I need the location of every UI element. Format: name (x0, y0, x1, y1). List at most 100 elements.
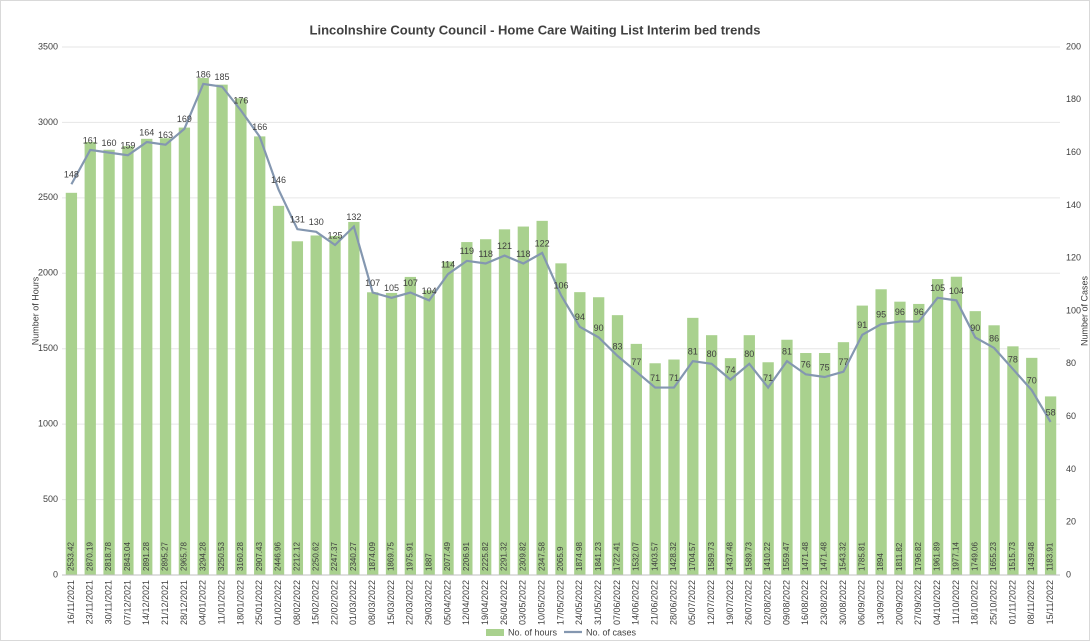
line-value-label: 122 (535, 238, 550, 248)
y-tick-label: 500 (43, 494, 58, 504)
bar (517, 226, 529, 575)
x-tick-label: 12/04/2022 (461, 580, 471, 625)
bar (197, 78, 209, 575)
line-value-label: 186 (196, 69, 211, 79)
line-value-label: 58 (1046, 407, 1056, 417)
bar (969, 311, 981, 575)
bar (461, 242, 473, 575)
bar (931, 279, 944, 575)
bar (103, 149, 115, 575)
x-tick-label: 07/12/2021 (122, 580, 132, 625)
bar-value-label: 2870.19 (85, 542, 94, 571)
bar (630, 343, 642, 575)
line-value-label: 118 (516, 249, 530, 259)
bar (1026, 357, 1038, 575)
x-tick-label: 26/07/2022 (744, 580, 754, 625)
bar (988, 325, 1000, 575)
line-value-label: 161 (83, 135, 98, 145)
bar (348, 221, 360, 575)
bar (254, 136, 266, 575)
line-value-label: 76 (801, 360, 811, 370)
bar-value-label: 2907.43 (255, 542, 264, 571)
bar-value-label: 2309.82 (518, 542, 527, 571)
x-tick-label: 01/11/2022 (1007, 580, 1017, 624)
bar (1007, 346, 1019, 575)
bar-value-label: 2843.04 (123, 542, 132, 571)
line-value-label: 107 (403, 278, 418, 288)
x-tick-label: 11/10/2022 (951, 580, 961, 624)
line-value-label: 70 (1027, 376, 1037, 386)
bar (536, 220, 548, 576)
bar-value-label: 1428.32 (669, 542, 678, 571)
bar (555, 263, 567, 575)
bar-value-label: 1437.48 (726, 542, 735, 571)
line-value-label: 86 (989, 333, 999, 343)
bar-value-label: 1543.32 (839, 542, 848, 571)
bar-value-label: 1655.23 (989, 542, 998, 571)
bar-value-label: 2247.37 (330, 542, 339, 571)
y2-tick-label: 100 (1066, 305, 1081, 315)
chart-title: Lincolnshire County Council - Home Care … (310, 22, 761, 37)
line-value-label: 119 (460, 246, 474, 256)
bar (687, 317, 699, 575)
bar (272, 205, 285, 575)
line-value-label: 90 (970, 323, 980, 333)
line-value-label: 80 (744, 349, 754, 359)
line-value-label: 91 (857, 320, 867, 330)
bar (649, 363, 661, 575)
bar-value-label: 1796.82 (914, 542, 923, 571)
line-value-label: 104 (422, 286, 437, 296)
bar-value-label: 3250.53 (217, 542, 226, 571)
line (70, 82, 1052, 423)
line-value-label: 130 (309, 217, 324, 227)
x-tick-label: 28/06/2022 (668, 580, 678, 625)
x-tick-label: 12/07/2022 (706, 580, 716, 625)
line-value-label: 105 (930, 283, 945, 293)
bar-value-label: 1841.23 (594, 542, 603, 571)
line-value-label: 95 (876, 310, 886, 320)
bar-value-label: 2891.28 (142, 542, 151, 571)
bar (141, 138, 153, 575)
bar-value-label: 2446.96 (274, 542, 283, 571)
line-value-label: 118 (478, 249, 492, 259)
x-tick-label: 10/05/2022 (537, 580, 547, 625)
bar-value-label: 1894 (876, 553, 885, 571)
bar-value-label: 1471.48 (801, 542, 810, 571)
bar-value-label: 1589.73 (707, 542, 716, 571)
y2-axis-label: Number of Cases (1079, 275, 1089, 346)
x-tick-label: 18/01/2022 (235, 580, 245, 625)
line-value-label: 114 (441, 259, 455, 269)
x-tick-label: 01/02/2022 (273, 580, 283, 625)
bar-value-label: 2065.9 (556, 546, 565, 571)
bar (913, 303, 925, 575)
bar (781, 339, 793, 575)
x-tick-label: 08/11/2022 (1026, 580, 1036, 624)
bar (423, 290, 435, 575)
y2-tick-label: 160 (1066, 147, 1081, 157)
bar-value-label: 2250.62 (311, 542, 320, 571)
bar (593, 297, 605, 575)
bar (310, 235, 322, 575)
x-tick-label: 23/11/2021 (85, 580, 95, 624)
x-tick-label: 15/02/2022 (311, 580, 321, 625)
bar (894, 301, 906, 575)
line-value-label: 159 (120, 141, 135, 151)
line-value-label: 176 (233, 96, 248, 106)
x-tick-label: 29/03/2022 (424, 580, 434, 625)
bar-value-label: 1785.81 (857, 542, 866, 571)
bar-value-label: 1439.48 (1027, 542, 1036, 571)
bar-value-label: 1471.48 (820, 542, 829, 571)
bar-value-label: 1532.07 (631, 542, 640, 571)
x-tick-label: 24/05/2022 (574, 580, 584, 625)
x-tick-label: 18/10/2022 (970, 580, 980, 625)
bar-value-label: 1869.75 (387, 542, 396, 571)
line-value-label: 77 (838, 357, 848, 367)
line-value-label: 160 (102, 138, 117, 148)
bar (743, 335, 755, 575)
line-value-label: 74 (725, 365, 735, 375)
x-tick-label: 30/08/2022 (838, 580, 848, 625)
line-value-label: 166 (252, 122, 267, 132)
line-value-label: 121 (497, 241, 512, 251)
bar-value-label: 2965.78 (180, 542, 189, 571)
